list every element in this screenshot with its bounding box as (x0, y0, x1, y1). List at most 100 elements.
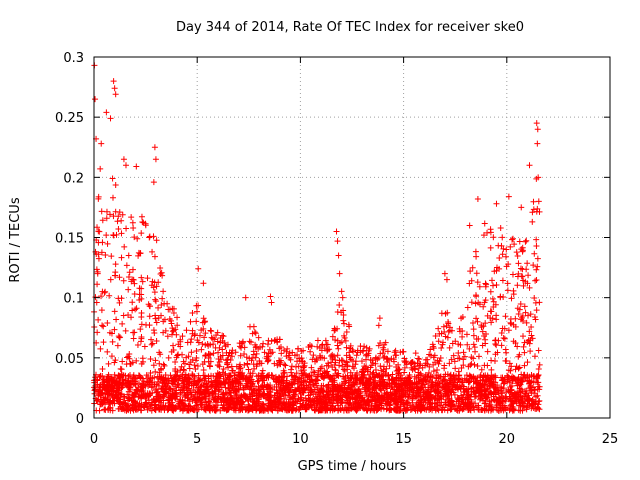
data-point (177, 336, 184, 343)
data-point (520, 333, 527, 340)
data-point (278, 350, 285, 357)
data-point (455, 350, 462, 357)
data-point (471, 344, 478, 351)
data-point (484, 348, 491, 355)
data-point (317, 368, 324, 375)
data-point (307, 348, 314, 355)
x-tick-label: 10 (292, 432, 309, 447)
data-point (493, 282, 500, 289)
data-point (474, 362, 481, 369)
data-point (110, 232, 117, 239)
data-point (116, 274, 123, 281)
data-point (343, 352, 350, 359)
data-point (478, 366, 485, 373)
data-point (313, 355, 320, 362)
data-point (198, 346, 205, 353)
data-point (201, 372, 208, 379)
data-point (416, 356, 423, 363)
data-point (501, 380, 508, 387)
data-point (524, 260, 531, 267)
data-point (153, 237, 160, 244)
plot-frame (93, 56, 611, 419)
data-point (498, 329, 505, 336)
data-point (268, 299, 275, 306)
data-point (108, 353, 115, 360)
data-point (227, 357, 234, 364)
data-point (92, 96, 99, 103)
data-point (367, 371, 374, 378)
data-point (148, 341, 155, 348)
data-point (391, 349, 398, 356)
data-point (464, 304, 471, 311)
data-point (101, 406, 108, 413)
data-point (248, 339, 255, 346)
data-point (137, 326, 144, 333)
data-point (383, 406, 390, 413)
data-point (255, 334, 262, 341)
data-point (253, 373, 260, 380)
data-point (466, 280, 473, 287)
data-point (333, 228, 340, 235)
data-point (500, 245, 507, 252)
data-point (194, 337, 201, 344)
data-point (119, 320, 126, 327)
data-point (326, 346, 333, 353)
data-point (485, 407, 492, 414)
data-point (316, 345, 323, 352)
data-point (262, 395, 269, 402)
data-point (523, 237, 530, 244)
y-tick-labels: 0 0.05 0.1 0.15 0.2 0.25 0.3 (55, 51, 84, 427)
data-point (479, 342, 486, 349)
data-point (531, 353, 538, 360)
data-point (363, 351, 370, 358)
data-point (282, 362, 289, 369)
axis-ticks (93, 56, 611, 419)
data-point (133, 305, 140, 312)
data-point (94, 329, 101, 336)
data-point (530, 198, 537, 205)
data-point (98, 140, 105, 147)
data-point (533, 266, 540, 273)
data-point (430, 345, 437, 352)
data-point (516, 364, 523, 371)
data-point (149, 340, 156, 347)
data-point (189, 327, 196, 334)
data-point (193, 355, 200, 362)
data-point (503, 357, 510, 364)
data-point (507, 243, 514, 250)
data-point (98, 293, 105, 300)
data-point (200, 280, 207, 287)
data-point (137, 338, 144, 345)
data-point (119, 358, 126, 365)
data-point (441, 270, 448, 277)
data-point (200, 366, 207, 373)
data-point (151, 374, 158, 381)
data-point (276, 345, 283, 352)
data-point (260, 340, 267, 347)
data-point (146, 313, 153, 320)
data-point (503, 349, 510, 356)
data-point (159, 295, 166, 302)
data-point (525, 272, 532, 279)
data-point (100, 323, 107, 330)
data-point (487, 244, 494, 251)
data-point (156, 360, 163, 367)
data-point (488, 366, 495, 373)
data-point (133, 357, 140, 364)
data-point (481, 220, 488, 227)
data-point (451, 358, 458, 365)
data-point (377, 350, 384, 357)
data-point (445, 328, 452, 335)
data-point (215, 349, 222, 356)
data-point (531, 387, 538, 394)
data-point (334, 309, 341, 316)
data-point (430, 368, 437, 375)
data-point (332, 337, 339, 344)
data-point (215, 388, 222, 395)
data-point (301, 362, 308, 369)
data-point (482, 280, 489, 287)
data-point (444, 407, 451, 414)
data-point (207, 351, 214, 358)
data-point (535, 366, 542, 373)
data-point (493, 316, 500, 323)
